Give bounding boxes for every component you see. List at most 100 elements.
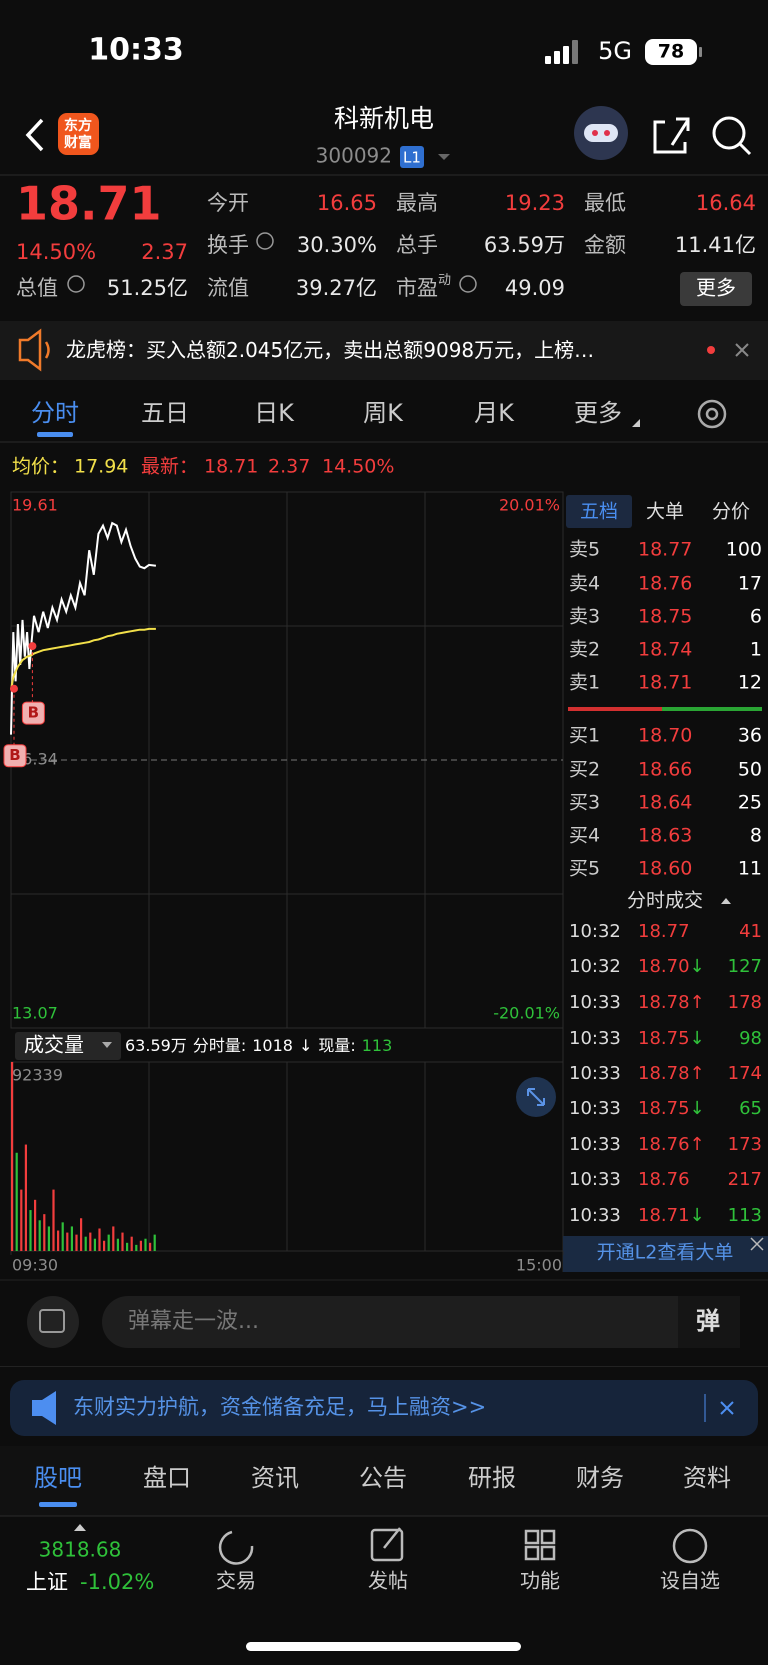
index-name[interactable]: 上证	[26, 1570, 68, 1594]
bottom-tab[interactable]: 资料	[683, 1464, 731, 1492]
trade-price: 18.71↓	[638, 1205, 705, 1226]
volume-info-part: 分时量:	[193, 1036, 246, 1055]
watchlist-icon	[672, 1528, 708, 1564]
trade-time: 10:32	[569, 921, 621, 942]
price-line	[10, 521, 157, 735]
book-tab[interactable]: 分价	[712, 501, 750, 523]
book-tab[interactable]: 大单	[646, 501, 684, 523]
marker-label: B	[9, 746, 20, 764]
field-value: 16.64	[696, 191, 756, 215]
danmu-button-bg[interactable]	[678, 1296, 740, 1348]
back-button[interactable]	[25, 118, 44, 152]
ad-text[interactable]: 东财实力护航，资金储备充足，马上融资>>	[73, 1395, 486, 1419]
bottom-tab[interactable]: 财务	[576, 1464, 624, 1492]
chart-tab[interactable]: 五日	[141, 399, 189, 427]
nav-item[interactable]: 设自选	[660, 1569, 720, 1593]
book-volume: 1	[750, 639, 762, 661]
bottom-tab[interactable]: 研报	[468, 1464, 516, 1492]
volume-bar	[112, 1226, 115, 1251]
book-label: 买1	[569, 725, 600, 747]
search-button[interactable]	[712, 116, 752, 156]
nav-item[interactable]: 功能	[520, 1569, 560, 1593]
close-banner[interactable]	[750, 1237, 764, 1251]
close-ad[interactable]	[720, 1401, 734, 1415]
chart-tab[interactable]: 更多	[574, 399, 622, 427]
info-icon	[256, 232, 274, 250]
book-tab[interactable]: 五档	[580, 501, 618, 523]
book-label: 卖4	[569, 573, 600, 595]
chart-tab[interactable]: 周K	[363, 399, 404, 427]
share-button[interactable]	[653, 117, 690, 154]
trade-price: 18.76	[638, 1169, 690, 1190]
notice-bar[interactable]	[0, 321, 768, 380]
book-label: 买4	[569, 825, 600, 847]
danmu-button[interactable]: 弹	[696, 1307, 720, 1335]
more-button-text[interactable]: 更多	[696, 276, 736, 300]
book-price: 18.70	[638, 725, 692, 747]
notice-label[interactable]: 龙虎榜：买入总额2.045亿元，卖出总额9098万元，上榜…	[66, 338, 594, 362]
l2-banner[interactable]	[563, 1236, 768, 1272]
field-label: 总手	[396, 233, 438, 257]
trades-title: 分时成交	[627, 890, 703, 912]
marker-label: B	[28, 704, 39, 722]
index-change[interactable]: -1.02%	[80, 1570, 154, 1594]
bottom-tab[interactable]: 股吧	[34, 1464, 82, 1492]
nav-item[interactable]: 发帖	[368, 1569, 408, 1593]
l2-banner-text[interactable]: 开通L2查看大单	[597, 1242, 734, 1264]
info-icon	[459, 275, 477, 293]
trade-volume: 174	[728, 1063, 762, 1084]
field-label: 总值	[16, 276, 58, 300]
bottom-tab[interactable]: 盘口	[143, 1464, 191, 1492]
volume-selector[interactable]	[15, 1032, 121, 1060]
trade-arrow: ↑	[690, 1063, 705, 1084]
volume-bar	[135, 1244, 138, 1251]
volume-info-part: 1018	[252, 1036, 293, 1055]
volume-bar	[47, 1226, 50, 1251]
tab-highlight	[566, 495, 632, 528]
volume-bar	[15, 1152, 18, 1251]
level-text: L1	[403, 149, 421, 167]
chart-tab[interactable]: 日K	[254, 399, 295, 427]
bottom-tab[interactable]: 公告	[359, 1464, 407, 1492]
settings-button[interactable]	[697, 399, 727, 429]
chart-info: 17.94	[74, 456, 128, 478]
volume-bar	[98, 1228, 101, 1251]
trade-marker	[10, 684, 18, 693]
volume-bar	[80, 1218, 83, 1251]
volume-bar	[84, 1236, 87, 1251]
volume-bar	[139, 1240, 142, 1251]
battery-level: 78	[658, 41, 684, 63]
volume-bar	[107, 1234, 110, 1251]
trade-arrow: ↓	[690, 1205, 705, 1226]
book-price: 18.74	[638, 639, 692, 661]
network: 5G	[598, 37, 632, 65]
level-dropdown[interactable]	[438, 154, 450, 160]
trade-price: 18.75↓	[638, 1028, 705, 1049]
field-value: 30.30%	[297, 233, 377, 257]
nav-item[interactable]: 交易	[216, 1569, 256, 1593]
chart-tab[interactable]: 分时	[31, 399, 79, 427]
ad-banner[interactable]	[10, 1380, 758, 1436]
trade-price: 18.75↓	[638, 1098, 705, 1119]
trade-volume: 65	[739, 1098, 762, 1119]
avatar-face	[584, 124, 618, 142]
more-button[interactable]	[680, 272, 752, 306]
volume-bar	[66, 1232, 69, 1251]
trade-price: 18.76↑	[638, 1134, 705, 1155]
book-volume: 50	[738, 759, 762, 781]
comment-input[interactable]	[102, 1296, 740, 1348]
danmu-toggle[interactable]	[27, 1296, 79, 1348]
trade-arrow: ↑	[690, 1134, 705, 1155]
volume-selector-text[interactable]: 成交量	[24, 1033, 84, 1057]
volume-bar	[38, 1220, 41, 1251]
volume-bar	[29, 1210, 32, 1251]
trade-price: 18.78↑	[638, 992, 705, 1013]
chart-info: 18.71	[204, 456, 258, 478]
chart-tab[interactable]: 月K	[474, 399, 515, 427]
bottom-tab[interactable]: 资讯	[251, 1464, 299, 1492]
trade-volume: 113	[728, 1205, 762, 1226]
comment-placeholder[interactable]: 弹幕走一波...	[128, 1309, 259, 1334]
close-notice[interactable]	[735, 343, 749, 357]
index-value[interactable]: 3818.68	[39, 1538, 122, 1562]
